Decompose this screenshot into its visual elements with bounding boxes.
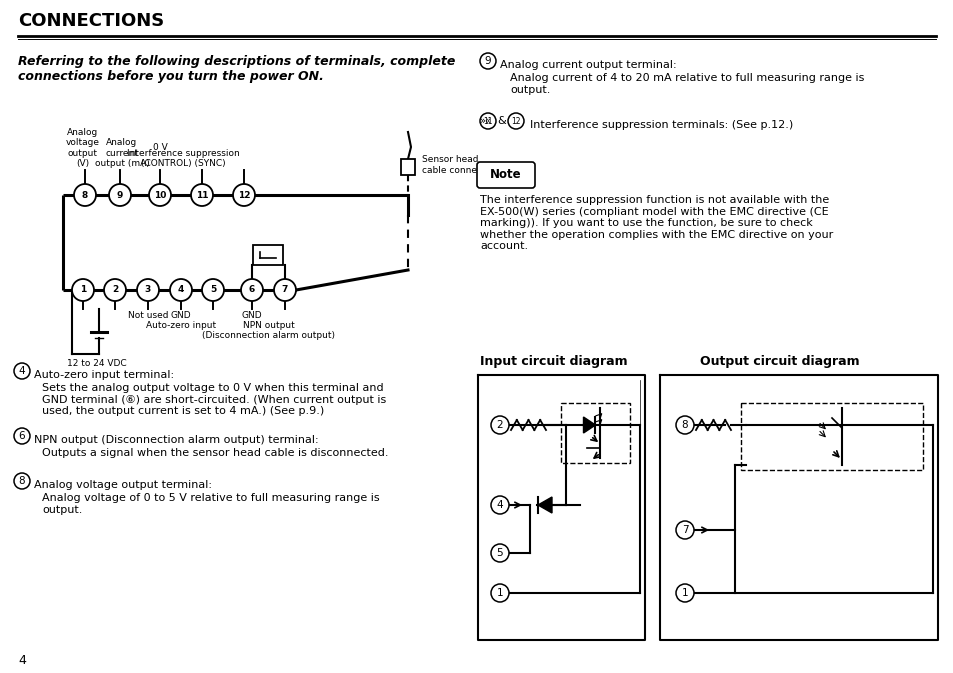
Text: 3: 3 — [145, 285, 151, 295]
Polygon shape — [583, 417, 595, 433]
Text: 4: 4 — [19, 366, 26, 376]
Circle shape — [74, 184, 96, 206]
Text: Not used: Not used — [128, 311, 168, 320]
Circle shape — [676, 521, 693, 539]
Text: Sensor head
cable connector: Sensor head cable connector — [421, 155, 495, 175]
Text: 10: 10 — [153, 190, 166, 199]
Text: Analog voltage of 0 to 5 V relative to full measuring range is
output.: Analog voltage of 0 to 5 V relative to f… — [42, 493, 379, 515]
Text: 4: 4 — [177, 285, 184, 295]
Circle shape — [479, 53, 496, 69]
Circle shape — [274, 279, 295, 301]
Circle shape — [14, 473, 30, 489]
Text: Analog
current
output (mA): Analog current output (mA) — [94, 138, 150, 168]
Text: 6: 6 — [19, 431, 26, 441]
Text: &: & — [497, 116, 506, 126]
Text: Referring to the following descriptions of terminals, complete: Referring to the following descriptions … — [18, 55, 455, 68]
Text: 4: 4 — [18, 653, 26, 666]
Text: »«: »« — [478, 116, 491, 126]
Text: The interference suppression function is not available with the
EX-500(W) series: The interference suppression function is… — [479, 195, 832, 252]
Bar — [253, 245, 283, 265]
Text: 11: 11 — [483, 116, 493, 125]
Text: 2: 2 — [497, 420, 503, 430]
Text: 2: 2 — [112, 285, 118, 295]
Text: GND: GND — [171, 311, 192, 320]
Circle shape — [137, 279, 159, 301]
Text: 1: 1 — [681, 588, 688, 598]
Circle shape — [233, 184, 254, 206]
Text: CONNECTIONS: CONNECTIONS — [18, 12, 164, 30]
Circle shape — [676, 584, 693, 602]
Text: 7: 7 — [681, 525, 688, 535]
Circle shape — [676, 416, 693, 434]
Text: Auto-zero input: Auto-zero input — [146, 321, 215, 330]
Text: 8: 8 — [19, 476, 26, 486]
Text: 1: 1 — [80, 285, 86, 295]
Circle shape — [71, 279, 94, 301]
Text: Sets the analog output voltage to 0 V when this terminal and
GND terminal (⑥) ar: Sets the analog output voltage to 0 V wh… — [42, 383, 386, 416]
Circle shape — [109, 184, 131, 206]
Circle shape — [241, 279, 263, 301]
Text: NPN output (Disconnection alarm output) terminal:: NPN output (Disconnection alarm output) … — [34, 435, 318, 445]
Polygon shape — [537, 497, 552, 513]
Text: Analog current of 4 to 20 mA relative to full measuring range is
output.: Analog current of 4 to 20 mA relative to… — [510, 73, 863, 95]
Text: 12: 12 — [237, 190, 250, 199]
Text: 6: 6 — [249, 285, 254, 295]
Circle shape — [191, 184, 213, 206]
Bar — [740, 403, 923, 470]
Text: 12 to 24 VDC: 12 to 24 VDC — [67, 359, 127, 368]
Circle shape — [104, 279, 126, 301]
Text: 4: 4 — [497, 500, 503, 510]
Text: 12: 12 — [511, 116, 520, 125]
Text: Interference suppression terminals: (See p.12.): Interference suppression terminals: (See… — [530, 120, 792, 130]
Bar — [560, 403, 629, 463]
Text: 8: 8 — [681, 420, 688, 430]
Text: Interference suppression
(CONTROL) (SYNC): Interference suppression (CONTROL) (SYNC… — [127, 149, 239, 168]
Text: Input circuit diagram: Input circuit diagram — [479, 355, 627, 368]
Text: Analog current output terminal:: Analog current output terminal: — [499, 60, 676, 70]
Text: 11: 11 — [195, 190, 208, 199]
Bar — [400, 159, 415, 175]
Circle shape — [14, 428, 30, 444]
Text: 1: 1 — [497, 588, 503, 598]
Circle shape — [14, 363, 30, 379]
Text: 9: 9 — [116, 190, 123, 199]
Text: connections before you turn the power ON.: connections before you turn the power ON… — [18, 70, 323, 83]
Text: Analog voltage output terminal:: Analog voltage output terminal: — [34, 480, 212, 490]
Text: Outputs a signal when the sensor head cable is disconnected.: Outputs a signal when the sensor head ca… — [42, 448, 388, 458]
Text: Auto-zero input terminal:: Auto-zero input terminal: — [34, 370, 174, 380]
Text: Output circuit diagram: Output circuit diagram — [700, 355, 859, 368]
Circle shape — [491, 416, 509, 434]
Text: 5: 5 — [497, 548, 503, 558]
FancyBboxPatch shape — [476, 162, 535, 188]
Text: 0 V: 0 V — [152, 143, 167, 152]
Circle shape — [202, 279, 224, 301]
Text: Analog
voltage
output
(V): Analog voltage output (V) — [66, 128, 100, 168]
Circle shape — [479, 113, 496, 129]
Text: GND: GND — [241, 311, 262, 320]
Circle shape — [491, 584, 509, 602]
Text: 5: 5 — [210, 285, 216, 295]
Text: 7: 7 — [281, 285, 288, 295]
Text: 8: 8 — [82, 190, 88, 199]
Text: NPN output
(Disconnection alarm output): NPN output (Disconnection alarm output) — [202, 321, 335, 341]
Text: 9: 9 — [484, 56, 491, 66]
Circle shape — [170, 279, 192, 301]
Circle shape — [491, 496, 509, 514]
Text: Note: Note — [490, 168, 521, 182]
Circle shape — [491, 544, 509, 562]
Circle shape — [507, 113, 523, 129]
Circle shape — [149, 184, 171, 206]
